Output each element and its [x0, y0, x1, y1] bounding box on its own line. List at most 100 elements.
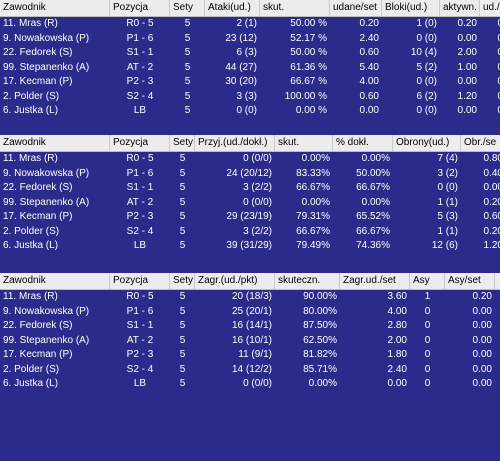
table-cell: 5	[184, 90, 191, 102]
table-cell: 50.00 %	[290, 47, 327, 58]
table-cell: 7 (4)	[437, 153, 458, 164]
table-cell: 3.60	[387, 291, 407, 302]
table-cell: 5	[179, 320, 186, 331]
table-cell: S1 - 1	[126, 47, 154, 58]
table-cell: 16 (14/1)	[231, 320, 272, 331]
column-header[interactable]: skut.	[275, 135, 333, 151]
table-row: 17. Kecman (P) P2 - 3 5 29 (23/19) 79.31% 65.…	[0, 210, 500, 225]
table-cell: 66.67%	[356, 182, 390, 193]
attack-stats-table: Zawodnik Pozycja Sety Ataki(ud.) skut. udane/…	[0, 0, 500, 119]
table-cell: 61.36 %	[290, 61, 327, 73]
column-header[interactable]: Bloki(ud.)	[382, 0, 440, 16]
player-name-cell: 17. Kecman (P)	[3, 349, 73, 360]
column-header[interactable]: Zagr.ud./set	[340, 273, 410, 289]
column-header[interactable]: Pozycja	[110, 0, 170, 16]
table-row: 2. Polder (S) S2 - 4 5 14 (12/2) 85.71% 2.40 0…	[0, 363, 500, 378]
table-cell: 11 (9/1)	[238, 349, 272, 360]
player-name-cell: 22. Fedorek (S)	[3, 320, 73, 331]
table-cell: S1 - 1	[126, 320, 154, 331]
player-name-cell: 9. Nowakowska (P)	[3, 305, 90, 317]
column-header[interactable]: Obrony(ud.)	[393, 135, 461, 151]
column-header[interactable]: skuteczn.	[275, 273, 340, 289]
column-header[interactable]: Zawodnik	[0, 135, 110, 151]
table-cell: 0.00	[480, 32, 500, 47]
serve-stats-table: Zawodnik Pozycja Sety Zagr.(ud./pkt) skutecz…	[0, 273, 500, 392]
table-cell: 5	[179, 363, 186, 375]
column-header[interactable]: Przyj.(ud./dokł.)	[195, 135, 275, 151]
column-header[interactable]: Obr./se	[461, 135, 500, 151]
column-header[interactable]: Sety	[170, 273, 195, 289]
table-header: Zawodnik Pozycja Sety Zagr.(ud./pkt) skutecz…	[0, 273, 500, 290]
player-name-cell: 11. Mras (R)	[3, 18, 58, 29]
table-cell: R0 - 5	[126, 18, 154, 29]
column-header[interactable]: Zawodnik	[0, 0, 110, 16]
table-cell: 0.00%	[361, 153, 390, 164]
table-cell: 87.50%	[303, 320, 337, 331]
table-cell: 0.00	[457, 76, 477, 87]
table-cell: 0 (0/0)	[243, 153, 272, 164]
table-cell: 2.40	[387, 363, 407, 375]
table-cell: 0 (0)	[437, 182, 458, 193]
column-header[interactable]: skut.	[260, 0, 330, 16]
column-header[interactable]: ud./se	[480, 0, 500, 16]
table-cell: 80.00%	[303, 305, 337, 317]
column-header[interactable]: Pozycja	[110, 273, 170, 289]
table-cell: 0.00	[480, 104, 500, 119]
table-row: 22. Fedorek (S) S1 - 1 5 3 (2/2) 66.67% 66.67…	[0, 181, 500, 196]
table-cell: 0.40	[480, 90, 500, 105]
table-cell: 1	[424, 291, 431, 302]
column-header[interactable]: Asy/set	[445, 273, 495, 289]
table-cell: 0	[424, 363, 431, 375]
table-cell: 2.00	[387, 334, 407, 346]
table-header: Zawodnik Pozycja Sety Ataki(ud.) skut. udane/…	[0, 0, 500, 17]
column-header[interactable]: udane/set	[330, 0, 382, 16]
column-header[interactable]: Zagr.(ud./pkt)	[195, 273, 275, 289]
table-cell: 0.00	[472, 378, 492, 389]
table-cell: 0.20	[483, 196, 500, 208]
table-cell: 5	[179, 334, 186, 346]
table-cell: 0	[424, 349, 431, 360]
table-row: 6. Justka (L) LB 5 39 (31/29) 79.49% 74.36% 12…	[0, 239, 500, 254]
table-cell: 62.50%	[303, 334, 337, 346]
table-cell: 3 (2/2)	[243, 182, 272, 193]
table-cell: 44 (27)	[225, 61, 257, 73]
table-cell: R0 - 5	[126, 291, 154, 302]
table-cell: 5	[184, 105, 191, 116]
table-cell: 0.00	[480, 75, 500, 90]
table-cell: P1 - 6	[126, 32, 154, 44]
column-header[interactable]: Ataki(ud.)	[205, 0, 260, 16]
table-cell: 30 (20)	[225, 76, 257, 87]
column-header[interactable]: aktywn.	[440, 0, 480, 16]
column-header[interactable]: Zawodnik	[0, 273, 110, 289]
table-row: 17. Kecman (P) P2 - 3 5 30 (20) 66.67 % 4.00 0…	[0, 75, 500, 90]
column-header[interactable]: Sety	[170, 135, 195, 151]
table-cell: 5.40	[359, 61, 379, 73]
player-name-cell: 99. Stepanenko (A)	[3, 334, 90, 346]
table-cell: 5	[179, 153, 186, 164]
table-cell: 1 (1)	[437, 225, 458, 237]
table-cell: 0.00	[387, 378, 407, 389]
table-cell: LB	[133, 378, 147, 389]
column-header[interactable]: Pozycja	[110, 135, 170, 151]
table-cell: 50.00%	[356, 167, 390, 179]
table-cell: 3 (2/2)	[243, 225, 272, 237]
table-cell: 85.71%	[303, 363, 337, 375]
reception-stats-table: Zawodnik Pozycja Sety Przyj.(ud./dokł.) skut…	[0, 135, 500, 254]
table-row: 99. Stepanenko (A) AT - 2 5 16 (10/1) 62.50%…	[0, 334, 500, 349]
table-cell: 0	[424, 334, 431, 346]
player-name-cell: 6. Justka (L)	[3, 240, 59, 251]
player-name-cell: 22. Fedorek (S)	[3, 182, 73, 193]
column-header[interactable]: Sety	[170, 0, 205, 16]
table-cell: P2 - 3	[126, 349, 154, 360]
player-name-cell: 17. Kecman (P)	[3, 211, 73, 222]
table-cell: 1.20	[483, 240, 500, 251]
player-name-cell: 6. Justka (L)	[3, 105, 59, 116]
table-cell: 0.60	[359, 90, 379, 102]
table-row: 17. Kecman (P) P2 - 3 5 11 (9/1) 81.82% 1.80 0…	[0, 348, 500, 363]
table-cell: 83.33%	[296, 167, 330, 179]
table-cell: 5	[179, 225, 186, 237]
table-cell: LB	[133, 105, 147, 116]
column-header[interactable]: Asy	[410, 273, 445, 289]
table-cell: 0.00	[359, 105, 379, 116]
column-header[interactable]: % dokł.	[333, 135, 393, 151]
